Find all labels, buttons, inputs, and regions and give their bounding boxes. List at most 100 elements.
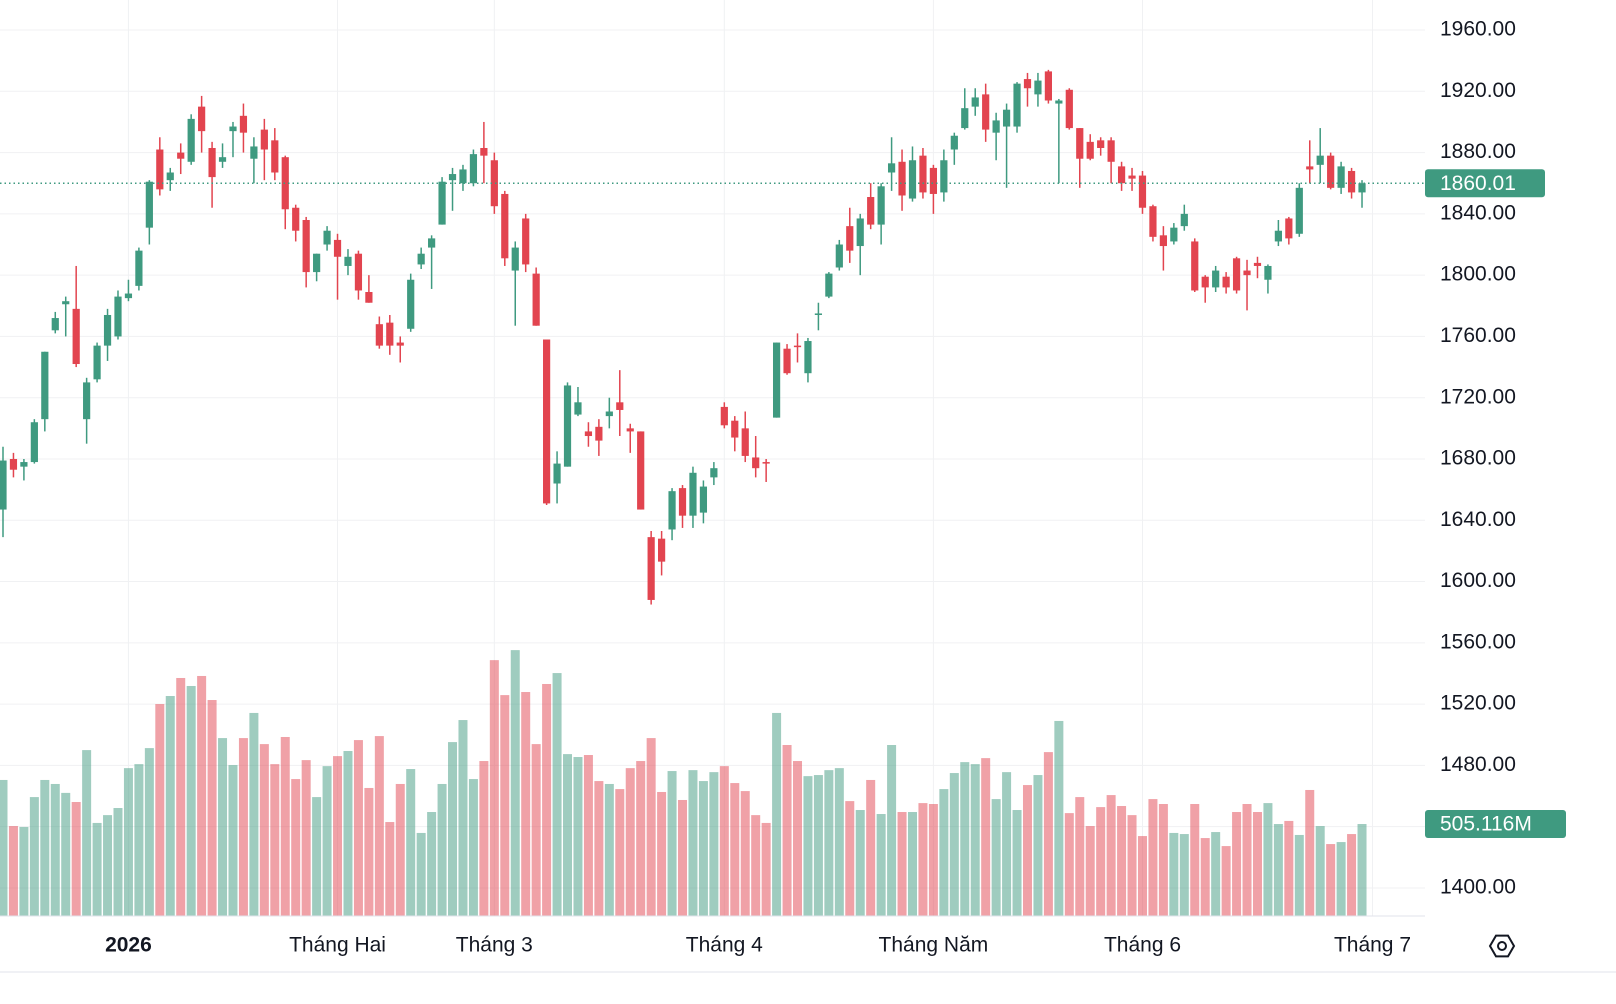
candle-body	[198, 106, 206, 132]
volume-bar	[594, 781, 604, 916]
y-tick-label: 1560.00	[1440, 630, 1516, 653]
volume-bar	[845, 801, 855, 916]
plot	[0, 0, 1425, 916]
candle-body	[302, 219, 310, 273]
volume-bar	[186, 685, 196, 916]
volume-bar	[803, 776, 813, 916]
candle-body	[365, 292, 373, 303]
volume-bar	[123, 768, 133, 916]
volume-bar	[1357, 824, 1367, 916]
volume-bar	[678, 799, 688, 916]
candle-body	[459, 169, 467, 184]
volume-bar	[1211, 832, 1221, 916]
candle-body	[20, 462, 28, 467]
candle-body	[386, 322, 394, 346]
candle-body	[637, 431, 645, 510]
volume-bar	[834, 768, 844, 916]
volume-bar	[176, 677, 186, 916]
volume-bar	[897, 812, 907, 916]
candle-body	[407, 279, 415, 329]
candle-body	[1212, 270, 1220, 288]
volume-bar	[772, 712, 782, 916]
y-tick-label: 1960.00	[1440, 18, 1516, 41]
volume-bar	[61, 792, 71, 916]
candle-body	[1044, 71, 1052, 101]
candle-body	[647, 537, 655, 600]
candle-body	[595, 426, 603, 441]
candle-body	[1274, 230, 1282, 242]
candle-body	[333, 239, 342, 257]
volume-bar	[301, 760, 311, 916]
candle-body	[1191, 241, 1199, 291]
volume-bar	[761, 822, 771, 916]
candle-body	[114, 296, 122, 337]
candle-body	[532, 273, 540, 326]
volume-bar	[813, 775, 823, 916]
volume-bar	[1305, 789, 1315, 916]
y-tick-label: 1760.00	[1440, 324, 1516, 347]
volume-bar	[542, 683, 552, 916]
candle-body	[658, 538, 666, 562]
candle-body	[846, 226, 854, 251]
candle-body	[1128, 175, 1136, 179]
volume-bar	[50, 783, 60, 916]
volume-bar	[615, 789, 625, 916]
candle-body	[825, 273, 833, 297]
candle-body	[522, 218, 530, 265]
y-tick-label: 1480.00	[1440, 753, 1516, 776]
volume-bar	[385, 822, 395, 916]
volume-bar	[667, 771, 677, 916]
volume-bar	[1263, 803, 1273, 916]
volume-bar	[510, 650, 520, 916]
volume-bar	[1273, 824, 1283, 916]
volume-bar	[270, 764, 280, 916]
candle-body	[156, 149, 164, 190]
volume-bar	[657, 791, 667, 916]
x-tick-label: Tháng 4	[686, 934, 763, 957]
volume-bar	[280, 736, 290, 916]
candle-body	[93, 345, 101, 380]
volume-bar	[249, 712, 259, 916]
volume-bar	[730, 783, 740, 916]
volume-bar	[1075, 797, 1085, 916]
volume-bar	[563, 754, 573, 916]
candle-body	[323, 230, 331, 245]
candle-body	[0, 460, 7, 510]
candle-body	[689, 472, 697, 516]
volume-bar	[1148, 799, 1158, 916]
volume-bar	[981, 758, 991, 916]
candle-body	[448, 174, 457, 181]
candle-body	[1222, 276, 1230, 288]
volume-bar	[1085, 826, 1095, 916]
candle-body	[396, 342, 404, 346]
volume-bar	[646, 738, 656, 916]
volume-bar	[876, 814, 886, 916]
volume-bar	[1242, 804, 1252, 916]
volume-bar	[406, 769, 416, 916]
volume-bar	[1179, 834, 1189, 916]
candle-body	[1201, 276, 1209, 288]
last-price-box	[1425, 169, 1545, 198]
candle-body	[417, 253, 425, 265]
volume-bar	[688, 770, 698, 916]
candle-body	[741, 428, 749, 456]
volume-bar	[928, 804, 938, 916]
candle-body	[1306, 166, 1314, 170]
candle-body	[668, 491, 676, 530]
volume-bar	[40, 779, 50, 916]
settings-icon[interactable]	[1488, 934, 1516, 958]
x-tick-label: Tháng Năm	[879, 934, 989, 957]
candle-body	[563, 385, 572, 467]
candle-body	[9, 458, 18, 470]
volume-bar	[970, 764, 980, 916]
candle-body	[835, 244, 843, 268]
volume-bar	[907, 812, 917, 916]
candle-body	[135, 250, 143, 286]
candle-body	[950, 135, 958, 150]
y-tick-label: 1400.00	[1440, 876, 1516, 899]
candle-body	[793, 345, 802, 348]
candle-body	[83, 382, 91, 420]
last-volume-label: 505.116M	[1440, 813, 1532, 836]
candle-body	[480, 147, 488, 156]
x-tick-label: Tháng 6	[1104, 934, 1181, 957]
